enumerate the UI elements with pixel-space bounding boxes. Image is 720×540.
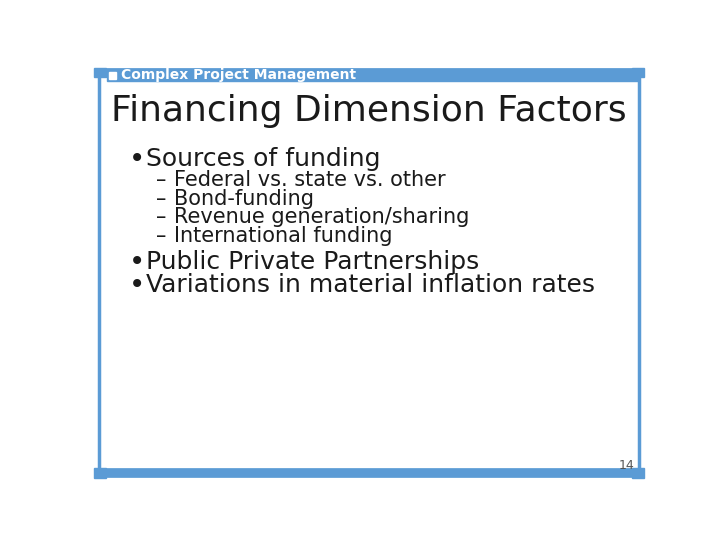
Bar <box>107 69 639 81</box>
Text: Sources of funding: Sources of funding <box>145 147 380 171</box>
Text: Bond-funding: Bond-funding <box>174 189 314 209</box>
Text: International funding: International funding <box>174 226 392 246</box>
Text: Federal vs. state vs. other: Federal vs. state vs. other <box>174 170 446 190</box>
Text: Public Private Partnerships: Public Private Partnerships <box>145 250 479 274</box>
Text: –: – <box>156 226 166 246</box>
Bar <box>94 468 107 477</box>
Text: 14: 14 <box>619 458 635 472</box>
Bar <box>109 72 117 79</box>
Text: •: • <box>129 248 145 276</box>
Text: •: • <box>129 145 145 173</box>
Bar <box>631 468 644 477</box>
Bar <box>94 68 107 77</box>
Text: Variations in material inflation rates: Variations in material inflation rates <box>145 273 595 297</box>
Text: –: – <box>156 207 166 227</box>
Text: –: – <box>156 170 166 190</box>
Text: Financing Dimension Factors: Financing Dimension Factors <box>111 94 627 128</box>
Text: Complex Project Management: Complex Project Management <box>121 68 356 82</box>
Text: Revenue generation/sharing: Revenue generation/sharing <box>174 207 469 227</box>
Text: –: – <box>156 189 166 209</box>
Text: •: • <box>129 271 145 299</box>
Bar <box>631 68 644 77</box>
